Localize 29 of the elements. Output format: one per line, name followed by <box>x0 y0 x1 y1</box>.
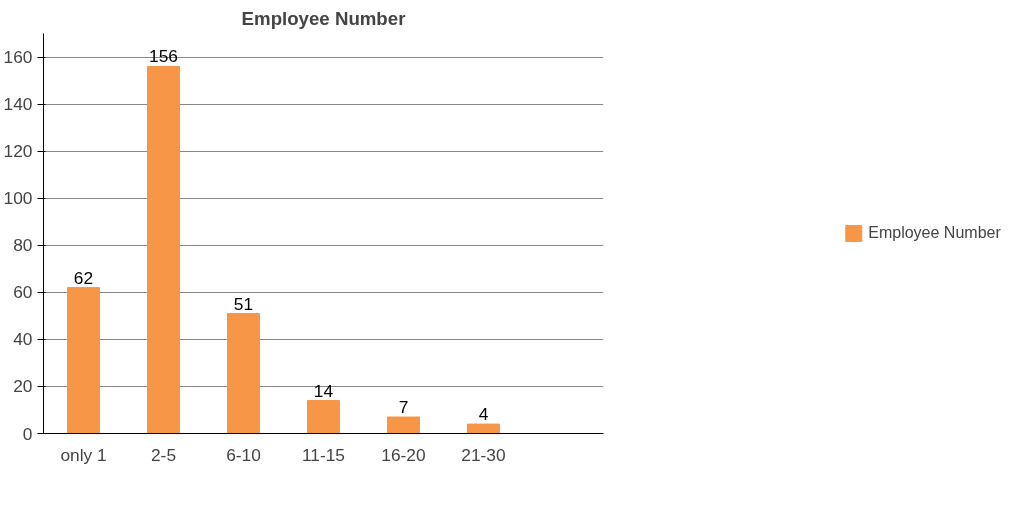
y-tick-label: 100 <box>3 188 33 209</box>
y-tick-label: 160 <box>3 47 33 68</box>
data-label: 62 <box>73 267 94 288</box>
y-tick-label: 80 <box>13 235 33 256</box>
bar <box>147 65 180 434</box>
data-label: 156 <box>149 46 178 67</box>
legend-label: Employee Number <box>868 224 1001 242</box>
chart-title: Employee Number <box>241 7 406 29</box>
data-label: 7 <box>398 397 409 418</box>
y-tick-label: 20 <box>13 376 33 397</box>
y-tick-label: 0 <box>22 423 33 444</box>
data-label: 4 <box>478 404 489 425</box>
x-tick-label: only 1 <box>60 444 107 465</box>
x-tick-label: 6-10 <box>226 444 261 465</box>
y-tick-label: 120 <box>3 141 33 162</box>
x-tick-label: 11-15 <box>301 444 346 465</box>
bar <box>387 416 420 434</box>
data-label: 14 <box>313 380 334 401</box>
x-tick-label: 16-20 <box>381 444 426 465</box>
bar <box>67 287 100 434</box>
y-tick-label: 60 <box>13 282 33 303</box>
bar <box>467 423 500 434</box>
bar <box>307 400 340 434</box>
data-label: 51 <box>233 293 254 314</box>
y-tick-label: 140 <box>3 94 33 115</box>
x-tick-label: 21-30 <box>461 444 506 465</box>
y-tick-label: 40 <box>13 329 33 350</box>
bar <box>227 313 260 434</box>
x-tick-label: 2-5 <box>150 444 177 465</box>
